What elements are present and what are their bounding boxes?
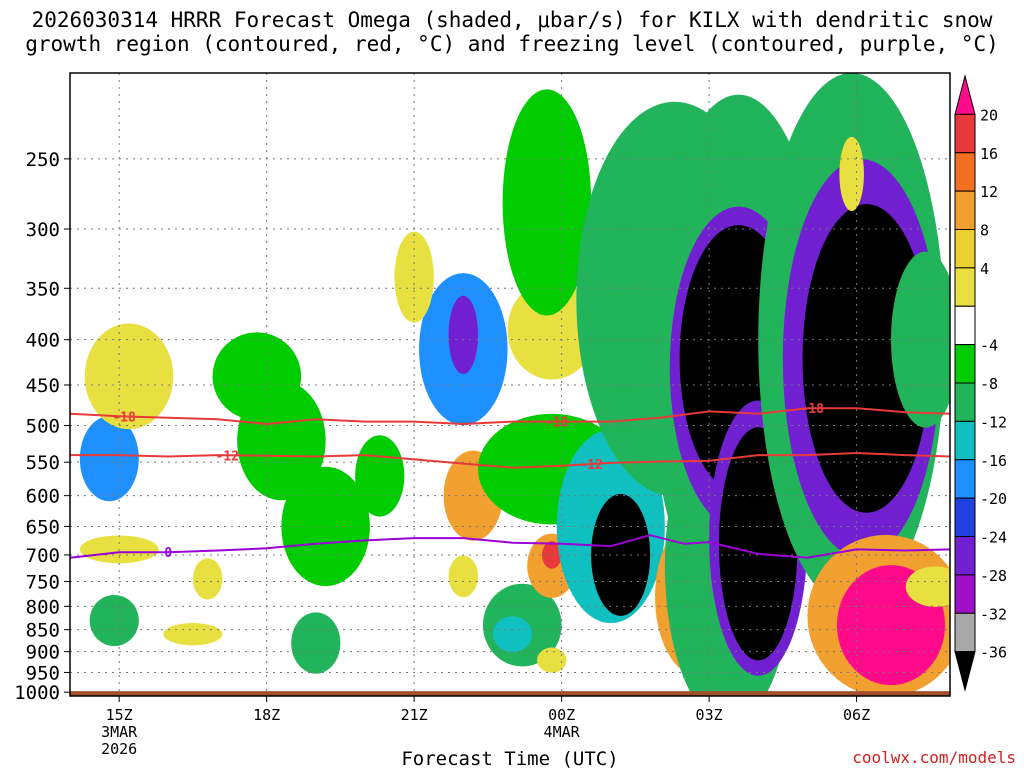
omega-cell-10 — [355, 435, 405, 517]
y-tick-label-1000: 1000 — [14, 682, 60, 704]
colorbar-segment-5 — [954, 267, 976, 307]
contour-label-dgz-0: -12 — [216, 449, 239, 464]
colorbar-segment-7 — [954, 344, 976, 384]
colorbar-label-10: -24 — [980, 529, 1007, 547]
contour-line-dgz-0 — [70, 407, 950, 426]
colorbar-label-7: -12 — [980, 413, 1007, 431]
colorbar-segment-8 — [954, 382, 976, 422]
ground-surface — [70, 691, 950, 696]
colorbar-segment-4 — [954, 229, 976, 269]
y-tick-label-850: 850 — [26, 620, 60, 642]
colorbar-label-1: 16 — [980, 145, 998, 163]
colorbar-label-8: -16 — [980, 452, 1007, 470]
omega-cell-44 — [905, 566, 950, 607]
contour-label-dgz-0: -18 — [112, 410, 136, 425]
y-tick-label-650: 650 — [26, 516, 60, 538]
y-tick-label-550: 550 — [26, 452, 60, 474]
omega-cell-8 — [281, 466, 370, 587]
x-tick-label-27: 03Z — [696, 706, 723, 724]
omega-cell-7 — [237, 380, 326, 501]
omega-cell-22 — [541, 541, 562, 569]
y-tick-label-900: 900 — [26, 642, 60, 664]
omega-shading — [79, 73, 950, 696]
colorbar-arrow-bottom — [954, 651, 976, 692]
omega-cell-23 — [537, 647, 567, 673]
colorbar-label-0: 20 — [980, 106, 998, 124]
colorbar-segment-11 — [954, 497, 976, 537]
omega-cell-12 — [448, 295, 479, 374]
contour-line-freezing-2 — [70, 534, 950, 559]
colorbar-segment-1 — [954, 113, 976, 154]
grid — [70, 73, 950, 696]
colorbar-segment-14 — [954, 612, 976, 653]
colorbar-label-12: -32 — [980, 605, 1007, 623]
colorbar-arrow-top — [954, 74, 976, 115]
colorbar-segment-6 — [954, 305, 976, 346]
x-tick-label-15: 15Z — [106, 706, 133, 724]
colorbar-label-6: -8 — [980, 375, 998, 393]
y-tick-label-300: 300 — [26, 219, 60, 241]
omega-cell-0 — [79, 416, 139, 502]
colorbar-segment-3 — [954, 190, 976, 230]
colorbar-label-3: 8 — [980, 222, 989, 240]
x-tick-year-15: 2026 — [101, 740, 137, 758]
chart-title-line1: 2026030314 HRRR Forecast Omega (shaded, … — [31, 8, 993, 32]
x-tick-label-30: 06Z — [843, 706, 870, 724]
chart-title-line2: growth region (contoured, red, °C) and f… — [25, 32, 999, 56]
colorbar-label-11: -28 — [980, 567, 1007, 585]
colorbar-label-5: -4 — [980, 337, 998, 355]
colorbar: 20 16 12 8 4 -4 -8 -12 -16 -20 -24 -28 -32 -36 — [954, 74, 1007, 692]
omega-cell-15 — [448, 555, 479, 598]
omega-cell-2 — [84, 323, 174, 430]
y-tick-label-250: 250 — [26, 149, 60, 171]
contours: -18 -18 -18 -12 -12 0 — [70, 402, 950, 561]
colorbar-label-2: 12 — [980, 183, 998, 201]
contour-line-dgz-1 — [70, 451, 950, 469]
colorbar-segment-2 — [954, 152, 976, 192]
colorbar-segment-12 — [954, 536, 976, 576]
x-tick-label-18: 18Z — [253, 706, 280, 724]
omega-cell-9 — [291, 612, 341, 674]
x-tick-sublabel-15: 3MAR — [101, 723, 138, 741]
colorbar-label-4: 4 — [980, 260, 989, 278]
omega-cell-25 — [591, 493, 651, 616]
y-tick-label-700: 700 — [26, 545, 60, 567]
colorbar-segment-9 — [954, 420, 976, 461]
omega-cell-1 — [89, 594, 139, 647]
contour-label-dgz-1: -18 — [545, 416, 569, 431]
omega-cell-17 — [502, 89, 592, 316]
x-axis-label: Forecast Time (UTC) — [401, 748, 618, 768]
y-tick-label-400: 400 — [26, 330, 60, 352]
colorbar-segment-13 — [954, 574, 976, 614]
y-tick-label-800: 800 — [26, 596, 60, 618]
colorbar-label-9: -20 — [980, 490, 1007, 508]
omega-cell-4 — [192, 558, 223, 600]
x-tick-sublabel-24: 4MAR — [544, 723, 581, 741]
colorbar-segment-10 — [954, 459, 976, 499]
y-tick-label-350: 350 — [26, 278, 60, 300]
contour-label-dgz-2: -18 — [801, 402, 825, 417]
y-tick-label-950: 950 — [26, 662, 60, 684]
site-credit: coolwx.com/models — [852, 748, 1016, 767]
y-tick-label-600: 600 — [26, 486, 60, 508]
y-tick-label-750: 750 — [26, 571, 60, 593]
omega-cell-20 — [492, 616, 533, 653]
omega-cell-45 — [891, 251, 950, 428]
x-tick-label-24: 00Z — [548, 706, 575, 724]
contour-label-freezing-0: 0 — [164, 546, 172, 561]
omega-cell-5 — [163, 622, 223, 646]
x-tick-label-21: 21Z — [401, 706, 428, 724]
y-axis: 2503003504004505005506006507007508008509… — [14, 149, 70, 704]
y-tick-label-500: 500 — [26, 416, 60, 438]
contour-label-dgz-1: -12 — [579, 458, 602, 473]
omega-cell-43 — [839, 136, 864, 212]
y-tick-label-450: 450 — [26, 375, 60, 397]
omega-cell-40 — [802, 204, 931, 513]
colorbar-label-13: -36 — [980, 644, 1007, 662]
